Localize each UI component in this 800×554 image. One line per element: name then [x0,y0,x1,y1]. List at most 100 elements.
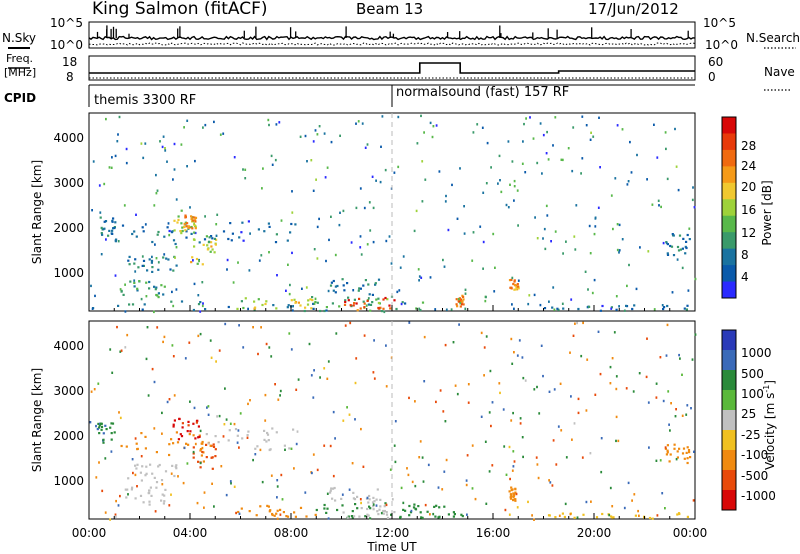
velocity-noise-cell [533,388,536,391]
velocity-cell [237,510,240,514]
power-noise-cell [247,307,249,311]
velocity-noise-cell [659,459,662,462]
power-noise-cell [636,153,638,157]
power-cell [676,245,680,249]
velocity-cell [202,460,205,463]
power-noise-cell [529,116,531,119]
power-cell [462,303,465,306]
velocity-cell [181,422,184,425]
power-noise-cell [584,270,587,273]
velocity-noise-cell [192,450,195,454]
power-ytick-4000: 4000 [53,131,84,145]
velocity-cell [420,516,423,519]
power-cell [198,241,201,244]
power-cell [155,293,158,297]
velocity-noise-cell [485,335,488,338]
velocity-cell [283,444,286,447]
velocity-cell [368,505,371,508]
velocity-noise-cell [348,488,351,491]
power-cell [238,236,241,239]
power-noise-cell [316,257,319,260]
velocity-noise-cell [218,414,221,418]
velocity-cell [148,489,151,492]
power-noise-cell [541,172,543,175]
velocity-cell [100,428,103,431]
velocity-noise-cell [400,486,403,490]
power-cell [380,310,384,313]
power-cell [191,256,194,259]
power-cell [206,248,209,251]
power-noise-cell [316,133,319,136]
velocity-cell [200,454,203,457]
velocity-cell [153,476,156,479]
power-cell [156,233,159,236]
power-noise-cell [417,268,420,271]
power-cell [240,300,243,303]
velocity-noise-cell [560,429,563,432]
power-noise-cell [292,305,294,308]
power-cell [136,289,139,292]
power-cell [353,298,356,301]
velocity-cell [228,429,231,432]
velocity-cell [175,431,178,434]
velocity-noise-cell [110,450,113,453]
velocity-cell [198,435,201,438]
power-cell [556,307,559,310]
power-noise-cell [226,268,228,271]
velocity-noise-cell [238,446,240,449]
velocity-cell [333,486,336,490]
velocity-cell [511,488,514,491]
power-noise-cell [550,240,552,243]
velocity-noise-cell [326,377,329,380]
nsky-tick-top: 10^5 [50,16,83,30]
velocity-noise-cell [524,379,527,382]
power-cell [127,259,130,262]
cpid-segment-1: themis 3300 RF [94,93,196,108]
velocity-cell [509,495,513,498]
power-cell [356,309,359,312]
velocity-noise-cell [590,500,592,503]
velocity-noise-cell [280,473,283,477]
nsky-panel-frame [88,21,696,49]
power-cell [421,301,425,304]
power-cell [104,220,108,223]
power-cell [141,308,144,311]
velocity-noise-cell [147,394,150,397]
power-noise-cell [413,229,416,233]
power-noise-cell [161,145,164,149]
power-cell [509,286,512,289]
velocity-cbar-swatch [722,410,736,431]
velocity-noise-cell [199,429,202,433]
power-cell [455,303,458,306]
power-cell [355,302,358,305]
velocity-noise-cell [488,470,491,473]
velocity-noise-cell [600,437,603,440]
power-cell [113,226,116,230]
power-cell [325,306,328,309]
velocity-noise-cell [372,503,375,506]
power-cell [103,220,106,223]
velocity-cell [181,426,184,429]
power-noise-cell [242,168,244,171]
velocity-cell [127,477,130,480]
velocity-cell [686,457,689,460]
velocity-cell [376,488,379,491]
power-noise-cell [424,178,427,181]
velocity-noise-cell [170,493,172,496]
velocity-noise-cell [611,357,614,360]
power-noise-cell [434,308,437,311]
velocity-noise-cell [385,344,387,347]
velocity-cbar-swatch [722,350,736,371]
velocity-cell [102,438,105,441]
velocity-noise-cell [548,479,550,482]
power-noise-cell [500,190,503,194]
power-noise-cell [124,310,127,313]
velocity-cell [192,434,195,437]
power-noise-cell [215,223,218,226]
velocity-noise-cell [467,383,470,386]
power-noise-cell [618,251,620,254]
power-cell [244,297,247,300]
power-cell [177,215,180,218]
power-noise-cell [261,187,263,190]
